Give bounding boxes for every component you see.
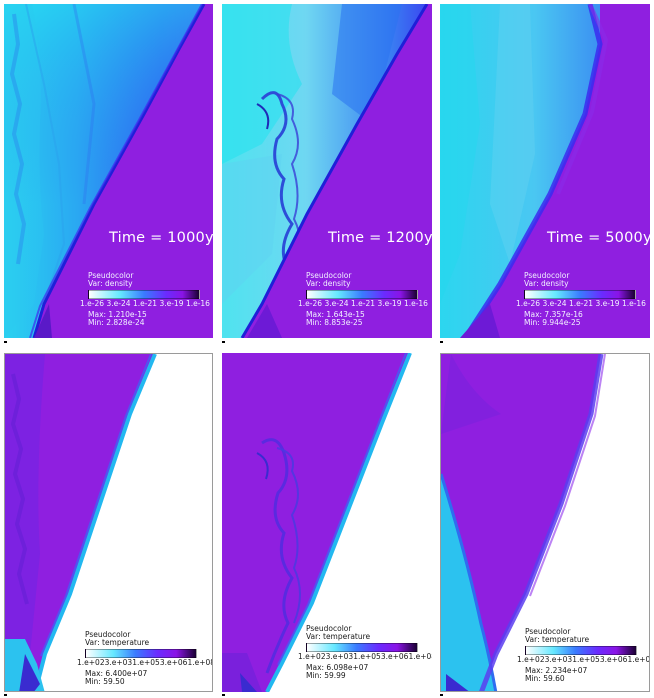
colorbar-legend: Pseudocolor Var: density 1.e-26 3.e-24 1… xyxy=(516,271,646,327)
colorbar xyxy=(85,649,197,658)
legend-min: Min: 59.60 xyxy=(525,674,565,683)
tick-label: 1.e-21 xyxy=(132,299,157,308)
tick-label: 1.e+02 xyxy=(298,652,326,661)
time-label: Time = 1000yr xyxy=(109,230,213,246)
colorbar-ticks: 1.e+02 3.e+03 1.e+05 3.e+06 1.e+08 xyxy=(298,652,432,661)
legend-max: Max: 6.400e+07 xyxy=(85,669,148,678)
tick-label: 1.e-16 xyxy=(185,299,210,308)
corner-mark xyxy=(440,341,443,343)
tick-label: 1.e+08 xyxy=(187,658,213,667)
tick-label: 3.e+06 xyxy=(159,658,188,667)
tick-label: 3.e+03 xyxy=(544,655,573,664)
time-label: Time = 5000yr xyxy=(547,230,650,246)
tick-label: 1.e+02 xyxy=(77,658,105,667)
temperature-field-image xyxy=(5,354,212,691)
colorbar xyxy=(524,290,636,299)
tick-label: 3.e-19 xyxy=(595,299,620,308)
tick-label: 1.e+02 xyxy=(517,655,545,664)
tick-label: 1.e+05 xyxy=(132,658,160,667)
legend-min: Min: 59.50 xyxy=(85,677,125,686)
temperature-field-image xyxy=(222,353,432,692)
legend-variable: Var: density xyxy=(306,279,351,288)
corner-mark xyxy=(440,694,443,696)
colorbar-legend: Pseudocolor Var: temperature 1.e+02 3.e+… xyxy=(298,624,432,680)
colorbar-ticks: 1.e-26 3.e-24 1.e-21 3.e-19 1.e-16 xyxy=(298,300,428,308)
tick-label: 3.e-19 xyxy=(159,299,184,308)
corner-mark xyxy=(222,341,225,343)
legend-max: Max: 2.234e+07 xyxy=(525,666,588,675)
tick-label: 1.e-26 xyxy=(298,299,323,308)
tick-label: 3.e-24 xyxy=(324,299,349,308)
legend-min: Min: 2.828e-24 xyxy=(88,318,145,327)
colorbar xyxy=(306,290,418,299)
tick-label: 1.e-16 xyxy=(621,299,646,308)
corner-mark xyxy=(222,694,225,696)
colorbar-ticks: 1.e+02 3.e+03 1.e+05 3.e+06 1.e+08 xyxy=(77,658,212,667)
legend-max: Max: 6.098e+07 xyxy=(306,663,369,672)
density-panel-1200yr: Time = 1200yr Pseudocolor Var: density 1… xyxy=(222,4,432,338)
legend-variable: Var: temperature xyxy=(85,638,150,647)
legend-max: Max: 1.643e-15 xyxy=(306,310,365,319)
corner-mark xyxy=(4,694,7,696)
temperature-panel-3: Pseudocolor Var: temperature 1.e+02 3.e+… xyxy=(440,353,650,692)
colorbar-ticks: 1.e-26 3.e-24 1.e-21 3.e-19 1.e-16 xyxy=(516,300,646,308)
legend-title: Pseudocolor xyxy=(524,271,570,280)
legend-title: Pseudocolor xyxy=(525,627,571,636)
legend-min: Min: 8.853e-25 xyxy=(306,318,363,327)
density-panel-5000yr: Time = 5000yr Pseudocolor Var: density 1… xyxy=(440,4,650,338)
legend-variable: Var: density xyxy=(88,279,133,288)
tick-label: 1.e-21 xyxy=(350,299,375,308)
legend-title: Pseudocolor xyxy=(85,630,131,639)
tick-label: 1.e+08 xyxy=(627,655,650,664)
density-field-image xyxy=(4,4,213,338)
colorbar xyxy=(525,646,637,655)
legend-min: Min: 59.99 xyxy=(306,671,346,680)
tick-label: 3.e+03 xyxy=(104,658,133,667)
temperature-field-image xyxy=(441,354,649,691)
legend-max: Max: 7.357e-16 xyxy=(524,310,583,319)
tick-label: 3.e-24 xyxy=(106,299,131,308)
corner-mark xyxy=(4,341,7,343)
tick-label: 3.e+03 xyxy=(325,652,354,661)
density-field-image xyxy=(440,4,650,338)
colorbar-ticks: 1.e+02 3.e+03 1.e+05 3.e+06 1.e+08 xyxy=(517,655,650,664)
legend-title: Pseudocolor xyxy=(306,624,352,633)
density-field-image xyxy=(222,4,432,338)
tick-label: 1.e-16 xyxy=(403,299,428,308)
legend-variable: Var: temperature xyxy=(306,632,371,641)
colorbar-legend: Pseudocolor Var: density 1.e-26 3.e-24 1… xyxy=(80,271,210,327)
temperature-panel-1: Pseudocolor Var: temperature 1.e+02 3.e+… xyxy=(4,353,213,692)
tick-label: 3.e-24 xyxy=(542,299,567,308)
colorbar xyxy=(88,290,200,299)
legend-title: Pseudocolor xyxy=(88,271,134,280)
tick-label: 3.e+06 xyxy=(380,652,409,661)
colorbar-legend: Pseudocolor Var: temperature 1.e+02 3.e+… xyxy=(517,627,649,683)
tick-label: 1.e+05 xyxy=(353,652,381,661)
tick-label: 1.e+05 xyxy=(572,655,600,664)
colorbar xyxy=(306,643,418,652)
legend-min: Min: 9.944e-25 xyxy=(524,318,581,327)
legend-title: Pseudocolor xyxy=(306,271,352,280)
colorbar-legend: Pseudocolor Var: density 1.e-26 3.e-24 1… xyxy=(298,271,428,327)
tick-label: 1.e-26 xyxy=(516,299,541,308)
temperature-panel-2: Pseudocolor Var: temperature 1.e+02 3.e+… xyxy=(222,353,432,692)
tick-label: 3.e+06 xyxy=(599,655,628,664)
legend-variable: Var: temperature xyxy=(525,635,590,644)
tick-label: 1.e-21 xyxy=(568,299,593,308)
colorbar-legend: Pseudocolor Var: temperature 1.e+02 3.e+… xyxy=(77,630,212,686)
density-panel-1000yr: Time = 1000yr Pseudocolor Var: density 1… xyxy=(4,4,213,338)
colorbar-ticks: 1.e-26 3.e-24 1.e-21 3.e-19 1.e-16 xyxy=(80,300,210,308)
legend-variable: Var: density xyxy=(524,279,569,288)
tick-label: 1.e-26 xyxy=(80,299,105,308)
tick-label: 1.e+08 xyxy=(408,652,432,661)
legend-max: Max: 1.210e-15 xyxy=(88,310,147,319)
time-label: Time = 1200yr xyxy=(328,230,432,246)
tick-label: 3.e-19 xyxy=(377,299,402,308)
